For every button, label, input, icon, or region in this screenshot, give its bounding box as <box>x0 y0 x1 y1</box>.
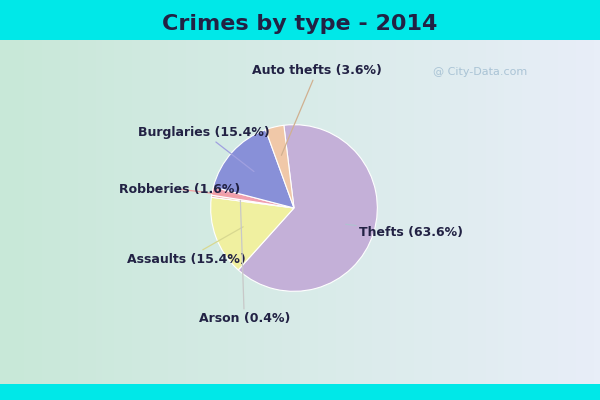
Wedge shape <box>211 195 294 208</box>
Wedge shape <box>211 197 294 270</box>
Text: Assaults (15.4%): Assaults (15.4%) <box>127 227 246 266</box>
Text: Crimes by type - 2014: Crimes by type - 2014 <box>163 14 437 34</box>
Wedge shape <box>214 130 294 208</box>
Wedge shape <box>238 125 377 291</box>
Text: Thefts (63.6%): Thefts (63.6%) <box>346 224 463 239</box>
Text: Burglaries (15.4%): Burglaries (15.4%) <box>138 126 270 172</box>
Text: Auto thefts (3.6%): Auto thefts (3.6%) <box>252 64 382 155</box>
Text: Robberies (1.6%): Robberies (1.6%) <box>119 183 241 197</box>
Wedge shape <box>266 125 294 208</box>
Wedge shape <box>212 187 294 208</box>
Text: @ City-Data.com: @ City-Data.com <box>433 67 527 77</box>
Text: Arson (0.4%): Arson (0.4%) <box>199 200 290 325</box>
